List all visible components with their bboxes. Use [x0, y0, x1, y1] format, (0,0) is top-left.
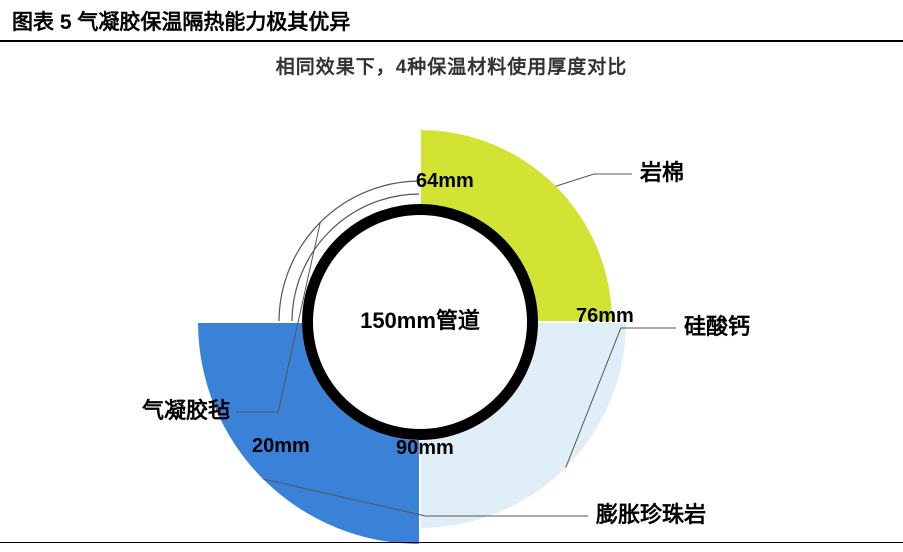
thickness-label-岩棉: 64mm [416, 170, 474, 192]
bottom-rule [0, 542, 903, 543]
figure-title: 图表 5 气凝胶保温隔热能力极其优异 [0, 0, 903, 42]
radial-diagram: 150mm管道 64mm 岩棉 76mm 硅酸钙 90mm 膨胀珍珠岩 20mm 气凝胶毡 [0, 82, 903, 552]
material-name-膨胀珍珠岩: 膨胀珍珠岩 [595, 502, 706, 527]
material-name-硅酸钙: 硅酸钙 [684, 314, 750, 339]
thickness-label-硅酸钙: 76mm [576, 305, 634, 327]
material-name-气凝胶毡: 气凝胶毡 [141, 398, 230, 423]
thickness-label-膨胀珍珠岩: 90mm [396, 437, 454, 459]
material-name-岩棉: 岩棉 [639, 160, 684, 185]
pipe-label: 150mm管道 [360, 308, 480, 333]
chart-subtitle: 相同效果下，4种保温材料使用厚度对比 [0, 42, 903, 79]
leader-line-岩棉 [556, 174, 632, 186]
thickness-label-气凝胶毡: 20mm [252, 435, 310, 457]
chart-area: 相同效果下，4种保温材料使用厚度对比 150mm管道 64mm 岩棉 76mm 硅酸钙 9… [0, 42, 903, 542]
